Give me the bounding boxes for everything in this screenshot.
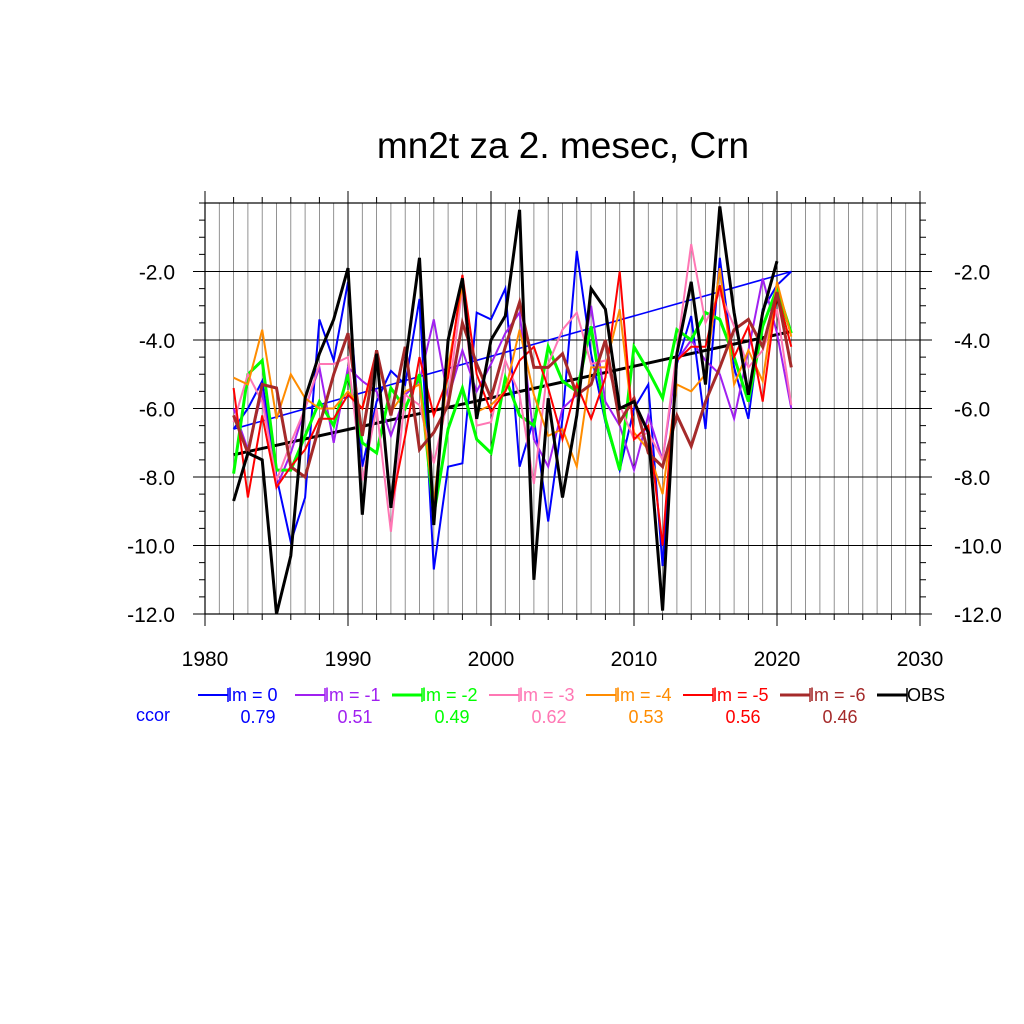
corr-value-lm-1: 0.51 xyxy=(337,707,372,727)
corr-value-lm-0: 0.79 xyxy=(240,707,275,727)
legend-label-lm-0: lm = 0 xyxy=(228,685,278,705)
series-line-obs xyxy=(232,206,779,615)
y-tick-label-right: -6.0 xyxy=(954,399,990,422)
y-tick-label-right: -12.0 xyxy=(954,604,1002,627)
x-tick-label: 1990 xyxy=(325,648,372,671)
y-tick-label-left: -6.0 xyxy=(139,399,175,422)
y-tick-label-right: -4.0 xyxy=(954,330,990,353)
legend-label-obs: OBS xyxy=(907,685,945,705)
legend-label-lm-5: lm = -5 xyxy=(713,685,769,705)
series-lines xyxy=(232,206,793,615)
legend-label-lm-4: lm = -4 xyxy=(616,685,672,705)
series-line-lm-4 xyxy=(233,267,793,505)
y-tick-label-right: -8.0 xyxy=(954,467,990,490)
legend-label-lm-1: lm = -1 xyxy=(325,685,381,705)
corr-value-lm-6: 0.46 xyxy=(822,707,857,727)
x-tick-label: 2030 xyxy=(897,648,944,671)
y-tick-label-right: -10.0 xyxy=(954,536,1002,559)
series-line-lm-5 xyxy=(232,271,793,546)
x-tick-label: 1980 xyxy=(182,648,229,671)
y-tick-label-right: -2.0 xyxy=(954,262,990,285)
series-line-lm-6 xyxy=(232,291,793,480)
corr-value-lm-3: 0.62 xyxy=(531,707,566,727)
gridlines xyxy=(205,203,920,615)
x-tick-label: 2000 xyxy=(468,648,515,671)
corr-label: ccor xyxy=(136,705,170,725)
corr-value-lm-4: 0.53 xyxy=(628,707,663,727)
x-tick-label: 2020 xyxy=(754,648,801,671)
y-tick-label-left: -4.0 xyxy=(139,330,175,353)
legend-label-lm-6: lm = -6 xyxy=(810,685,866,705)
legend-label-lm-3: lm = -3 xyxy=(519,685,575,705)
corr-value-lm-2: 0.49 xyxy=(434,707,469,727)
axes: -12.0 -12.0 -10.0 -10.0 -8.0 -8.0 -6.0 -6.0 -4.0… xyxy=(127,191,1002,671)
chart-title: mn2t za 2. mesec, Crn xyxy=(377,125,749,166)
y-tick-label-left: -2.0 xyxy=(139,262,175,285)
legend-label-lm-2: lm = -2 xyxy=(422,685,478,705)
y-tick-label-left: -8.0 xyxy=(139,467,175,490)
y-tick-label-left: -10.0 xyxy=(127,536,175,559)
y-tick-label-left: -12.0 xyxy=(127,604,175,627)
corr-value-lm-5: 0.56 xyxy=(725,707,760,727)
x-tick-label: 2010 xyxy=(611,648,658,671)
